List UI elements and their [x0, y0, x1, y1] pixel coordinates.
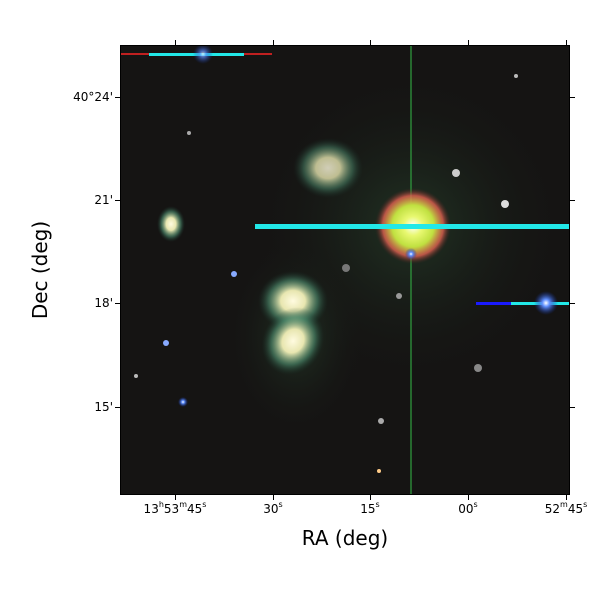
spiral-galaxy [293, 138, 363, 198]
x-tick-label: 30s [263, 500, 283, 516]
x-tick-label: 52m45s [544, 500, 588, 516]
galaxy [157, 206, 185, 242]
elliptical-galaxy [261, 307, 325, 375]
x-tick-label: 15s [360, 500, 380, 516]
y-tick-label: 18' [94, 296, 113, 310]
y-tick-label: 21' [94, 193, 113, 207]
saturation-artifact [255, 224, 569, 229]
y-tick-label: 15' [94, 400, 113, 414]
x-axis-label: RA (deg) [301, 526, 389, 550]
y-tick-label: 40°24' [73, 90, 113, 104]
y-axis-label: Dec (deg) [28, 220, 52, 320]
blue-star [534, 291, 558, 315]
sky-image [120, 45, 570, 495]
x-tick-label: 13h53m45s [143, 500, 207, 516]
x-tick-label: 00s [458, 500, 478, 516]
